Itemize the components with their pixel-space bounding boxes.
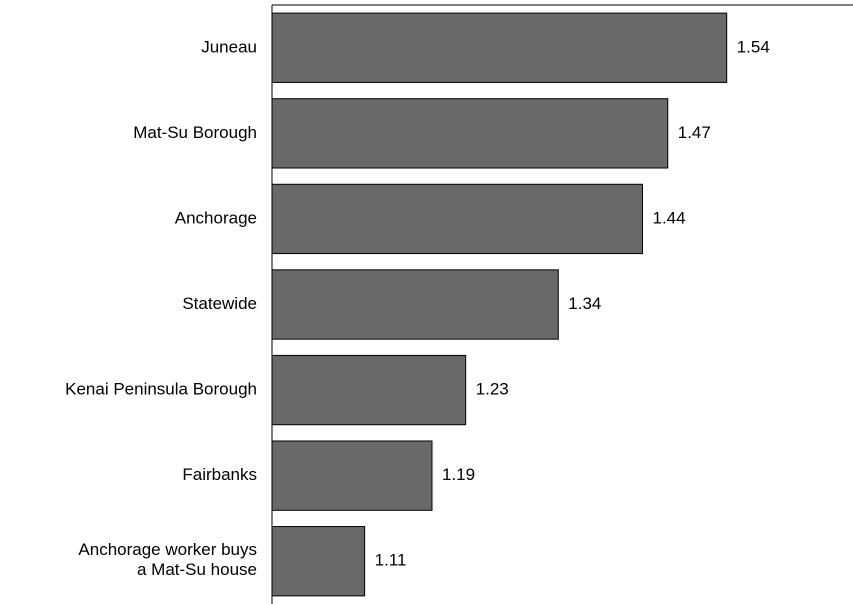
- value-label: 1.47: [678, 123, 711, 142]
- bar: [271, 183, 643, 255]
- value-label: 1.44: [652, 208, 685, 227]
- y-tick-label: Kenai Peninsula Borough: [65, 380, 257, 399]
- y-tick-label: Juneau: [201, 37, 257, 56]
- y-tick-label: Anchorage worker buys a Mat-Su house: [78, 541, 257, 580]
- value-label: 1.11: [375, 551, 407, 570]
- value-label: 1.23: [476, 380, 509, 399]
- bar: [271, 440, 433, 511]
- y-tick-label: Fairbanks: [182, 465, 257, 484]
- value-label: 1.54: [737, 37, 770, 56]
- bar: [271, 12, 728, 83]
- y-tick-label: Mat-Su Borough: [133, 123, 257, 142]
- bar: [271, 354, 467, 426]
- bar: [271, 526, 366, 597]
- bar: [271, 269, 559, 340]
- y-tick-label: Anchorage: [175, 208, 257, 227]
- value-label: 1.19: [442, 465, 475, 484]
- value-label: 1.34: [568, 294, 601, 313]
- bar: [271, 98, 669, 169]
- y-tick-label: Statewide: [182, 294, 257, 313]
